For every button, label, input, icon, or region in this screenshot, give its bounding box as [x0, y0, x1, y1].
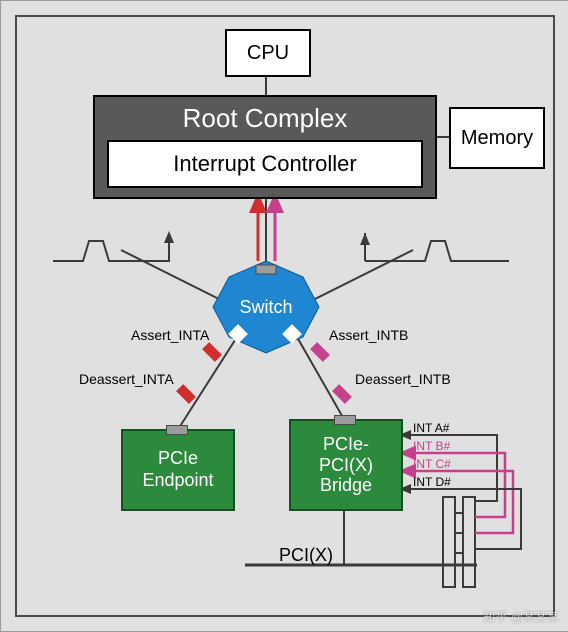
- root-complex-label: Root Complex: [183, 103, 348, 134]
- intc-label: INT C#: [413, 457, 451, 471]
- intb-label: INT B#: [413, 439, 450, 453]
- switch-label: Switch: [239, 297, 292, 317]
- endpoint-label-2: Endpoint: [142, 470, 213, 492]
- pcie-pcix-bridge-node: PCIe- PCI(X) Bridge: [289, 419, 403, 511]
- endpoint-label-1: PCIe: [158, 448, 198, 470]
- endpoint-pin: [166, 425, 188, 435]
- bridge-label-3: Bridge: [320, 475, 372, 496]
- watermark: 知乎 @某某某: [483, 608, 559, 625]
- memory-node: Memory: [449, 107, 545, 169]
- cpu-label: CPU: [247, 42, 289, 65]
- assert-inta-label: Assert_INTA: [131, 327, 209, 343]
- pcix-label: PCI(X): [279, 545, 333, 566]
- deassert-intb-label: Deassert_INTB: [355, 371, 451, 387]
- deassert-inta-label: Deassert_INTA: [79, 371, 174, 387]
- pcie-endpoint-node: PCIe Endpoint: [121, 429, 235, 511]
- diagram-border: Switch CPU Root Complex Interrupt Contro…: [15, 15, 555, 617]
- intd-label: INT D#: [413, 475, 451, 489]
- bridge-pin: [334, 415, 356, 425]
- assert-intb-label: Assert_INTB: [329, 327, 408, 343]
- inta-label: INT A#: [413, 421, 449, 435]
- bridge-label-2: PCI(X): [319, 455, 373, 476]
- cpu-node: CPU: [225, 29, 311, 77]
- diagram-canvas: Switch CPU Root Complex Interrupt Contro…: [0, 0, 568, 632]
- root-complex-node: Root Complex Interrupt Controller: [93, 95, 437, 199]
- memory-label: Memory: [461, 127, 533, 150]
- interrupt-controller-node: Interrupt Controller: [107, 140, 423, 188]
- interrupt-controller-label: Interrupt Controller: [173, 151, 356, 177]
- bridge-label-1: PCIe-: [323, 434, 369, 455]
